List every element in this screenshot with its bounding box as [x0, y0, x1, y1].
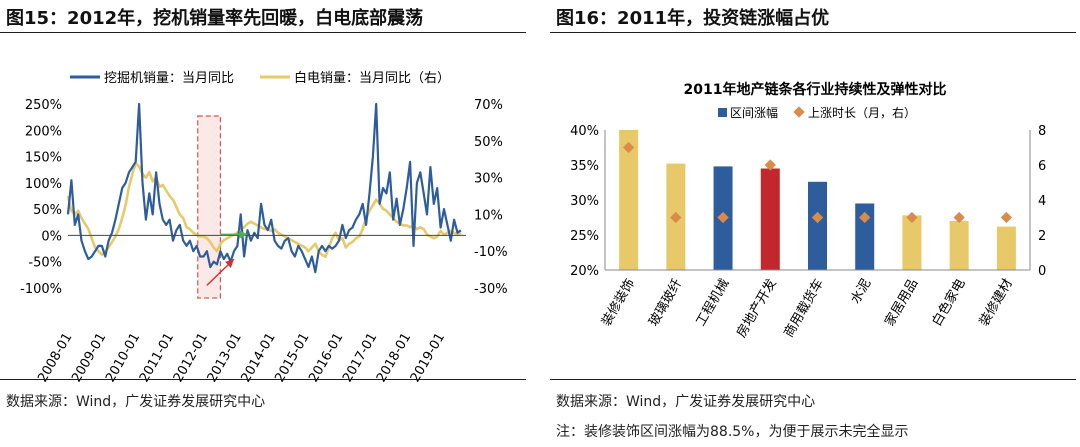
figure-16-top-rule: [550, 32, 1076, 33]
category-label: 家居用品: [882, 276, 922, 329]
series-line-excavator: [66, 102, 462, 274]
category-label: 水泥: [848, 277, 874, 307]
chart-title: 2011年地产链条各行业持续性及弹性对比: [684, 81, 947, 98]
series-line-appliance: [66, 161, 462, 258]
category-label: 装修装饰: [599, 277, 638, 330]
y-left-tick-label: 100%: [25, 177, 62, 192]
y-right-tick-label: 8: [1038, 124, 1046, 139]
y-right-tick-label: 50%: [474, 135, 503, 150]
y-left-tick-label: -50%: [28, 256, 62, 271]
y-left-tick-label: 35%: [570, 159, 599, 174]
y-left-tick-label: 200%: [25, 124, 62, 139]
category-label: 商用载货车: [781, 276, 827, 340]
legend-label-appliance: 白电销量：当月同比（右）: [294, 70, 450, 86]
duration-marker-4: [811, 211, 824, 224]
y-right-tick-label: -10%: [474, 245, 508, 260]
figure-15-panel: 图15：2012年，挖机销量率先回暖，白电底部震荡 250% 200% 150% 10…: [0, 0, 528, 447]
duration-marker-6: [906, 211, 918, 224]
figure-16-title: 图16：2011年，投资链涨幅占优: [556, 8, 830, 29]
y-right-tick-label: 0: [1038, 264, 1046, 279]
legend-label-excavator: 挖掘机销量：当月同比: [104, 71, 234, 86]
y-left-tick-label: 20%: [570, 264, 599, 279]
y-left-tick-label: 40%: [570, 124, 599, 139]
duration-marker-8: [1000, 211, 1013, 224]
y-left-tick-label: 150%: [25, 151, 62, 166]
bar-3: [760, 168, 780, 270]
figure-15-source: 数据来源：Wind，广发证券发展研究中心: [6, 394, 266, 410]
y-right-tick-label: 70%: [474, 98, 503, 113]
y-left-tick-label: 25%: [570, 229, 599, 244]
bar-7: [949, 221, 969, 270]
legend-label-range-gain: 区间涨幅: [730, 105, 778, 120]
figure-15-top-rule: [0, 32, 526, 33]
legend-label-duration: 上涨时长（月，右）: [808, 105, 916, 120]
legend: 区间涨幅 上涨时长（月，右）: [718, 105, 916, 120]
y-left-tick-label: 250%: [25, 98, 62, 113]
real-estate-chain-bar-chart: 2011年地产链条各行业持续性及弹性对比 区间涨幅 上涨时长（月，右） 40% 3…: [570, 81, 1046, 340]
legend-swatch-duration: [793, 106, 805, 118]
category-label: 白色家电: [929, 276, 969, 329]
y-right-tick-label: 10%: [474, 208, 503, 223]
y-right-tick-label: 4: [1038, 194, 1046, 209]
duration-marker-7: [953, 211, 965, 224]
red-arrow-annotation: [206, 258, 235, 286]
legend-swatch-range-gain: [718, 108, 727, 117]
x-tick-label: 2019-01: [408, 331, 448, 386]
figure-16-note: 注：装修装饰区间涨幅为88.5%，为便于展示未完全显示: [556, 424, 909, 440]
y-left-tick-label: -100%: [20, 282, 62, 297]
y-left-tick-label: 50%: [33, 203, 62, 218]
duration-marker-0: [622, 141, 635, 154]
bar-4: [808, 181, 827, 270]
figure-15-title: 图15：2012年，挖机销量率先回暖，白电底部震荡: [6, 8, 424, 29]
bar-6: [902, 215, 922, 270]
y-right-tick-label: -30%: [474, 282, 508, 297]
y-right-tick-label: 6: [1038, 159, 1046, 174]
y-left-tick-label: 0%: [41, 229, 62, 244]
bar-0: [619, 130, 639, 270]
category-label: 装修建材: [977, 277, 1016, 330]
figure-16-source: 数据来源：Wind，广发证券发展研究中心: [556, 394, 816, 410]
highlight-box-2012: [197, 115, 222, 299]
figure-16-panel: 图16：2011年，投资链涨幅占优 2011年地产链条各行业持续性及弹性对比 区…: [550, 0, 1080, 447]
bar-8: [996, 226, 1016, 270]
y-left-tick-label: 30%: [570, 194, 599, 209]
category-label: 房地产开发: [733, 276, 779, 340]
legend: 挖掘机销量：当月同比 白电销量：当月同比（右）: [70, 70, 450, 86]
excavator-appliance-line-chart: 250% 200% 150% 100% 50% 0% -50% -100% 70% 50% 30% 1…: [20, 70, 508, 386]
figure-16-bottom-rule: [550, 379, 1076, 380]
duration-marker-5: [859, 211, 871, 224]
y-right-tick-label: 2: [1038, 229, 1046, 244]
figure-15-bottom-rule: [0, 379, 526, 380]
category-label: 工程机械: [694, 277, 733, 330]
y-right-tick-label: 30%: [474, 172, 503, 187]
bar-5: [855, 203, 875, 270]
category-label: 玻璃玻纤: [646, 277, 685, 330]
